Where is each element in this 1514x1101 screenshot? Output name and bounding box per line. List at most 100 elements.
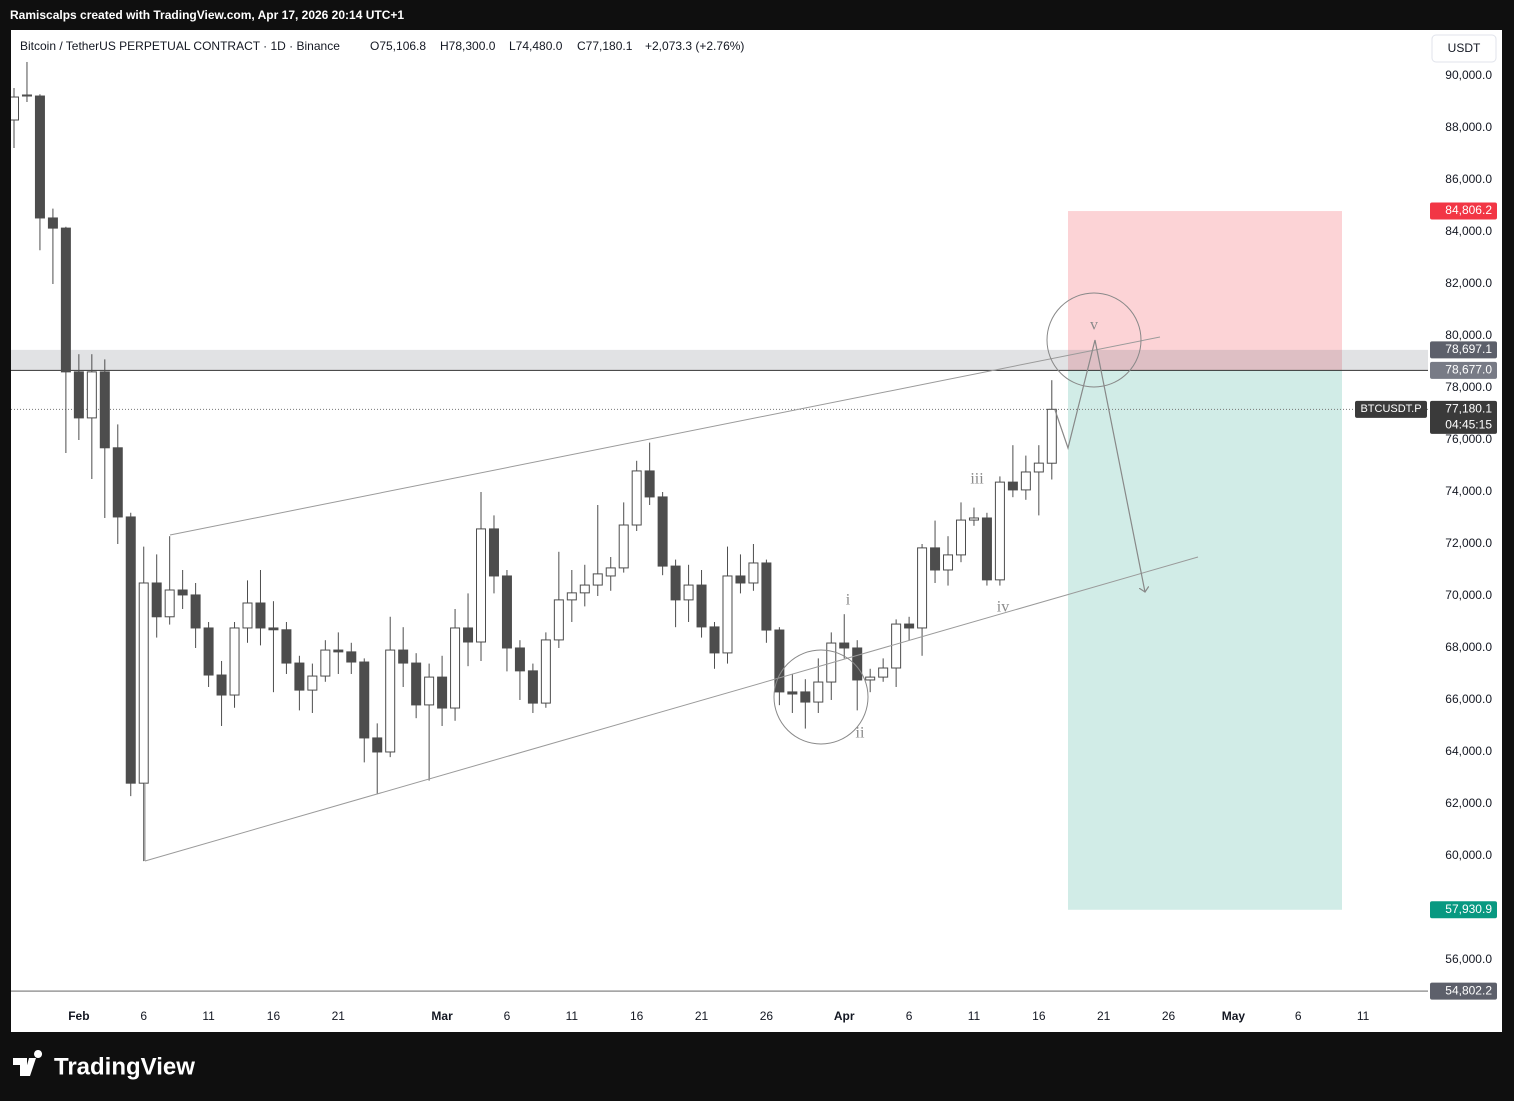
candle-body — [307, 675, 318, 691]
candle-body — [411, 662, 422, 706]
candle-body — [631, 470, 642, 526]
candle-body — [917, 547, 928, 629]
y-tick-label: 88,000.0 — [1445, 120, 1492, 134]
y-tick-label: 64,000.0 — [1445, 744, 1492, 758]
x-tick-label: 21 — [1097, 1009, 1111, 1023]
candle-body — [981, 517, 992, 581]
candle-body — [813, 681, 824, 703]
x-tick-label: 11 — [1357, 1009, 1370, 1023]
level-label: 57,930.9 — [1445, 902, 1492, 916]
candle-body — [878, 667, 889, 678]
price-axis: 90,000.0 88,000.0 86,000.0 84,000.0 82,000.0… — [1355, 68, 1497, 1000]
wave-label: v — [1090, 317, 1098, 334]
wave-label: i — [846, 592, 851, 609]
wave-label: iii — [970, 471, 984, 488]
candle-body — [47, 217, 58, 229]
ohlc-label: O75,106.8 — [370, 39, 426, 53]
candle-body — [463, 627, 474, 643]
candle-body — [943, 554, 954, 571]
x-tick-label: 21 — [332, 1009, 346, 1023]
candle-body — [696, 584, 707, 628]
x-tick-label: 21 — [695, 1009, 709, 1023]
candle-body — [761, 562, 772, 631]
candle-body — [346, 651, 357, 663]
candle-body — [501, 575, 512, 649]
currency-button-frame[interactable] — [1431, 34, 1497, 63]
candle-body — [852, 647, 863, 681]
wave-label: iv — [997, 599, 1009, 616]
highlight-circle — [1046, 292, 1142, 388]
candle-body — [735, 575, 746, 584]
x-tick-label: Mar — [431, 1009, 453, 1023]
symbol-label-bg — [1355, 400, 1427, 418]
candle-body — [566, 592, 577, 601]
brand: TradingView — [13, 1050, 195, 1080]
x-tick-label: 16 — [267, 1009, 281, 1023]
x-tick-label: 11 — [968, 1009, 981, 1023]
level-label: 78,677.0 — [1445, 363, 1492, 377]
candle-body — [385, 649, 396, 753]
y-tick-label: 60,000.0 — [1445, 848, 1492, 862]
y-tick-label: 82,000.0 — [1445, 276, 1492, 290]
brand-name: TradingView — [54, 1053, 195, 1080]
candle-body — [540, 639, 551, 704]
x-tick-label: 6 — [1295, 1009, 1302, 1023]
level-label: 78,697.1 — [1445, 342, 1492, 356]
ohlc-label: L74,480.0 — [509, 39, 563, 53]
candle-body — [216, 674, 227, 696]
wedge-lower — [144, 556, 1199, 862]
y-tick-label: 72,000.0 — [1445, 536, 1492, 550]
candle-body — [904, 623, 915, 629]
x-tick-label: 26 — [760, 1009, 774, 1023]
currency-button[interactable]: USDT — [1431, 34, 1497, 63]
candle-body — [60, 227, 71, 373]
x-tick-label: 11 — [566, 1009, 579, 1023]
level-label-bg — [1430, 341, 1497, 359]
currency-label[interactable]: USDT — [1448, 41, 1481, 55]
x-tick-label: 6 — [906, 1009, 913, 1023]
candle-body — [1007, 481, 1018, 491]
candle-body — [955, 519, 966, 556]
level-label-bg — [1430, 361, 1497, 379]
y-tick-label: 68,000.0 — [1445, 640, 1492, 654]
highlight-circle — [773, 649, 869, 745]
candle-body — [865, 676, 876, 681]
candle-body — [722, 575, 733, 654]
x-tick-label: 26 — [1162, 1009, 1176, 1023]
candle-body — [203, 627, 214, 676]
plot-area — [11, 61, 1428, 992]
candle-body — [333, 649, 344, 653]
candle-body — [125, 516, 136, 784]
x-tick-label: 6 — [504, 1009, 511, 1023]
candle-body — [644, 470, 655, 498]
candle-body — [657, 496, 668, 567]
candle-body — [579, 584, 590, 594]
projection-path — [1054, 339, 1145, 592]
level-label: 84,806.2 — [1445, 203, 1492, 217]
candle-body — [488, 528, 499, 577]
y-tick-label: 74,000.0 — [1445, 484, 1492, 498]
candle-body — [21, 94, 32, 97]
symbol-title: Bitcoin / TetherUS PERPETUAL CONTRACT · … — [20, 39, 340, 53]
level-label-bg — [1430, 901, 1497, 919]
y-tick-label: 70,000.0 — [1445, 588, 1492, 602]
candle-body — [774, 629, 785, 693]
candle-body — [592, 573, 603, 586]
candle-body — [112, 447, 123, 518]
legend: Bitcoin / TetherUS PERPETUAL CONTRACT · … — [20, 39, 340, 53]
candle-body — [242, 602, 253, 629]
wave-label: ii — [856, 725, 865, 742]
candle-body — [151, 582, 162, 618]
candle-body — [683, 584, 694, 601]
x-tick-label: 16 — [630, 1009, 644, 1023]
y-tick-label: 76,000.0 — [1445, 432, 1492, 446]
ohlc-label: H78,300.0 — [440, 39, 496, 53]
candle-body — [190, 594, 201, 629]
candle-body — [359, 661, 370, 739]
y-tick-label: 84,000.0 — [1445, 224, 1492, 238]
candle-body — [255, 602, 266, 629]
ohlc-label: C77,180.1 — [577, 39, 633, 53]
last-price-bg — [1430, 400, 1497, 434]
candle-body — [930, 547, 941, 571]
